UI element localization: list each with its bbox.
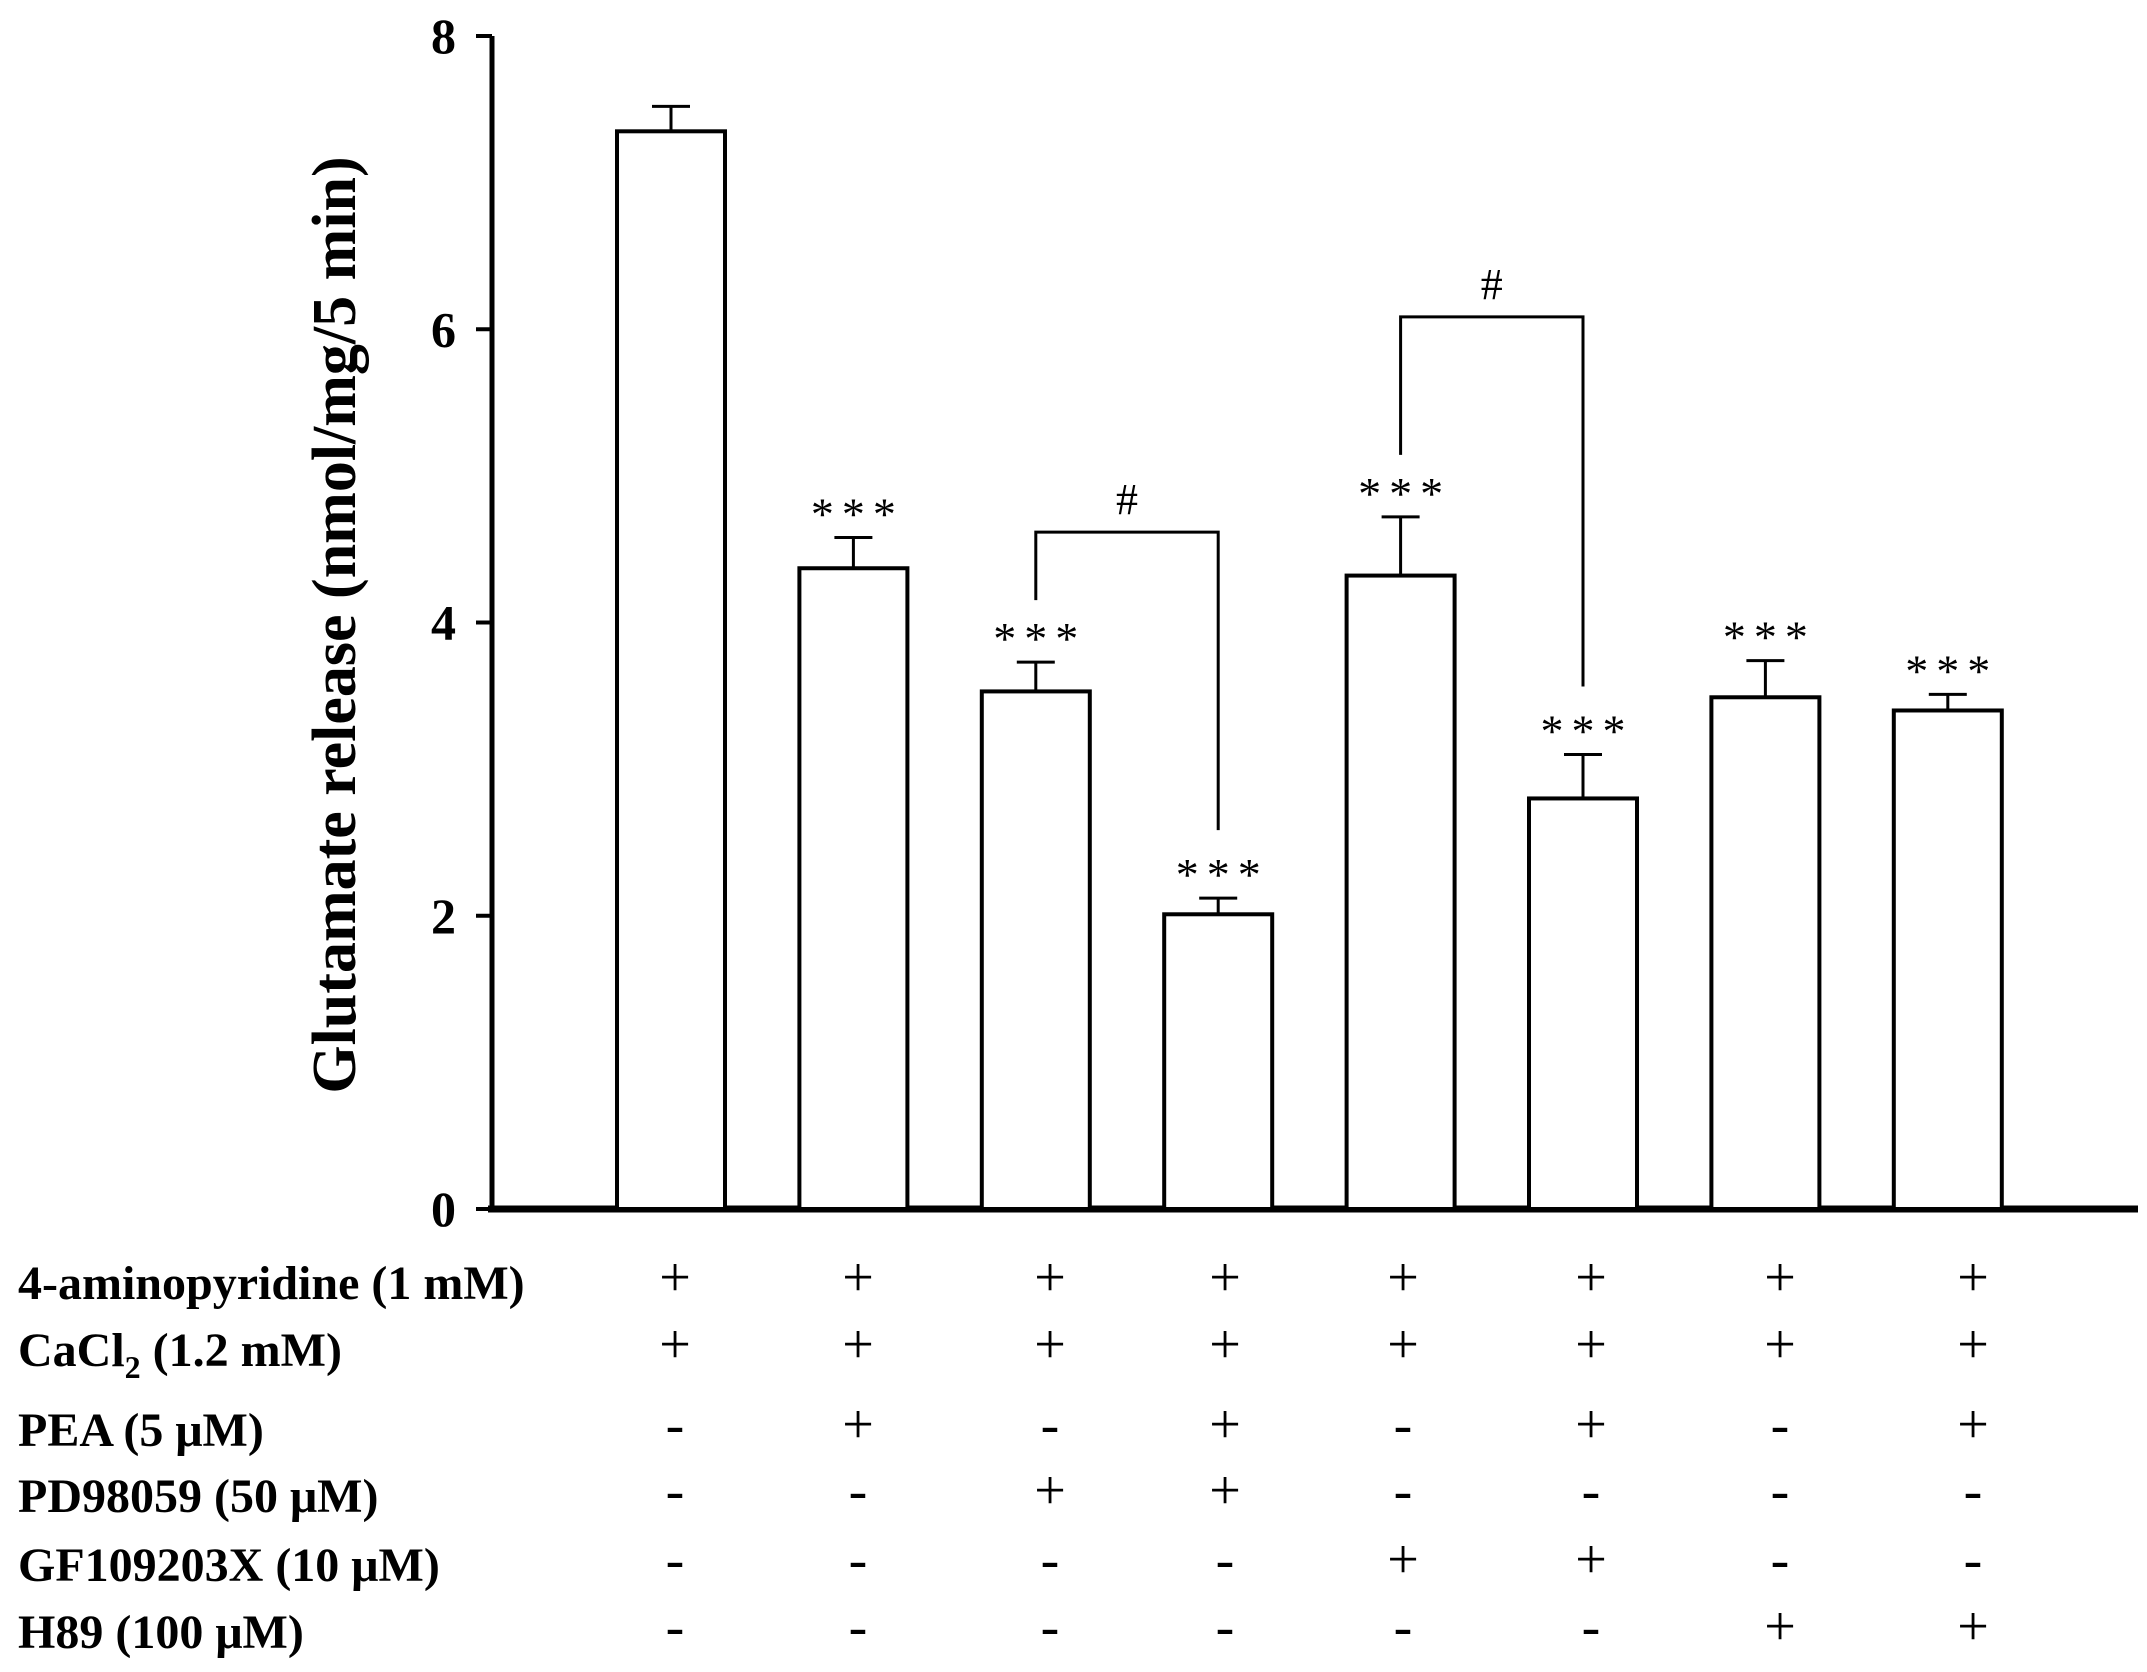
y-axis-label: Glutamate release (nmol/mg/5 min) (301, 156, 369, 1093)
bar-7 (1709, 695, 1822, 1211)
sign-r6-c1: - (666, 1596, 685, 1658)
row-label-subscript: 2 (125, 1349, 141, 1385)
bar-1 (615, 129, 727, 1211)
bars: *** *** *** *** *** *** *** (615, 104, 2004, 1211)
sign-r1-c8: + (1957, 1247, 1989, 1309)
row-label-1: 4-aminopyridine (1 mM) (18, 1257, 525, 1310)
treatment-table: 4-aminopyridine (1 mM) + + + + + + + +CaCl2 (1.2… (18, 1247, 1989, 1659)
sign-r5-c8: - (1964, 1529, 1983, 1591)
sign-r2-c2: + (842, 1314, 874, 1376)
sign-r1-c3: + (1034, 1247, 1066, 1309)
sign-r1-c6: + (1575, 1247, 1607, 1309)
bar-2 (797, 566, 910, 1211)
y-tick-label-8: 8 (431, 8, 456, 64)
bar-6 (1527, 796, 1639, 1211)
sign-r2-c5: + (1387, 1314, 1419, 1376)
sign-r3-c2: + (842, 1394, 874, 1456)
sign-r3-c8: + (1957, 1394, 1989, 1456)
sign-r6-c2: - (849, 1596, 868, 1658)
significance-label-3: *** (993, 613, 1086, 664)
row-label-2: CaCl2 (1.2 mM) (18, 1324, 342, 1385)
row-label-rest: (1.2 mM) (141, 1324, 342, 1377)
sign-r5-c4: - (1216, 1529, 1235, 1591)
sign-r5-c3: - (1041, 1529, 1060, 1591)
sign-r1-c5: + (1387, 1247, 1419, 1309)
comparison-label-1: # (1116, 475, 1138, 524)
sign-r5-c6: + (1575, 1529, 1607, 1591)
significance-label-8: *** (1905, 645, 1998, 696)
sign-r1-c7: + (1764, 1247, 1796, 1309)
sign-r4-c2: - (849, 1460, 868, 1522)
sign-r6-c6: - (1582, 1596, 1601, 1658)
sign-r5-c1: - (666, 1529, 685, 1591)
sign-r3-c1: - (666, 1394, 685, 1456)
sign-r1-c2: + (842, 1247, 874, 1309)
sign-r3-c4: + (1209, 1394, 1241, 1456)
sign-r3-c5: - (1394, 1394, 1413, 1456)
sign-r3-c6: + (1575, 1394, 1607, 1456)
row-label-5: GF109203X (10 μM) (18, 1539, 440, 1592)
sign-r4-c1: - (666, 1460, 685, 1522)
comparison-label-2: # (1481, 260, 1503, 309)
sign-r6-c7: + (1764, 1596, 1796, 1658)
sign-r4-c5: - (1394, 1460, 1413, 1522)
sign-r6-c4: - (1216, 1596, 1235, 1658)
sign-r4-c8: - (1964, 1460, 1983, 1522)
sign-r2-c6: + (1575, 1314, 1607, 1376)
bar-5 (1344, 573, 1457, 1211)
significance-label-6: *** (1541, 705, 1634, 756)
significance-label-5: *** (1358, 468, 1451, 519)
sign-r5-c7: - (1771, 1529, 1790, 1591)
sign-r2-c4: + (1209, 1314, 1241, 1376)
axes (488, 36, 2138, 1213)
sign-r4-c3: + (1034, 1460, 1066, 1522)
row-label-main: CaCl (18, 1324, 125, 1377)
y-tick-label-0: 0 (431, 1181, 456, 1237)
significance-label-7: *** (1723, 612, 1816, 663)
bar-4 (1162, 912, 1275, 1211)
bar-3 (979, 689, 1092, 1211)
sign-r5-c5: + (1387, 1529, 1419, 1591)
significance-annotations: ## (1034, 260, 1585, 831)
sign-r1-c1: + (659, 1247, 691, 1309)
sign-r4-c7: - (1771, 1460, 1790, 1522)
significance-label-4: *** (1176, 849, 1269, 900)
sign-r3-c3: - (1041, 1394, 1060, 1456)
sign-r2-c8: + (1957, 1314, 1989, 1376)
sign-r6-c3: - (1041, 1596, 1060, 1658)
sign-r2-c3: + (1034, 1314, 1066, 1376)
row-label-4: PD98059 (50 μM) (18, 1470, 378, 1523)
sign-r4-c6: - (1582, 1460, 1601, 1522)
significance-label-2: *** (811, 488, 904, 539)
comparison-bracket-1 (1034, 530, 1220, 831)
sign-r6-c5: - (1394, 1596, 1413, 1658)
bar-8 (1891, 708, 2004, 1211)
y-ticks: 0 2 4 6 8 (431, 8, 492, 1237)
sign-r2-c7: + (1764, 1314, 1796, 1376)
sign-r5-c2: - (849, 1529, 868, 1591)
row-label-3: PEA (5 μM) (18, 1404, 264, 1457)
y-tick-label-4: 4 (431, 595, 456, 651)
sign-r3-c7: - (1771, 1394, 1790, 1456)
sign-r6-c8: + (1957, 1596, 1989, 1658)
row-label-6: H89 (100 μM) (18, 1606, 304, 1659)
sign-r1-c4: + (1209, 1247, 1241, 1309)
comparison-bracket-2 (1399, 315, 1585, 687)
y-tick-label-2: 2 (431, 888, 456, 944)
sign-r4-c4: + (1209, 1460, 1241, 1522)
sign-r2-c1: + (659, 1314, 691, 1376)
y-tick-label-6: 6 (431, 301, 456, 357)
